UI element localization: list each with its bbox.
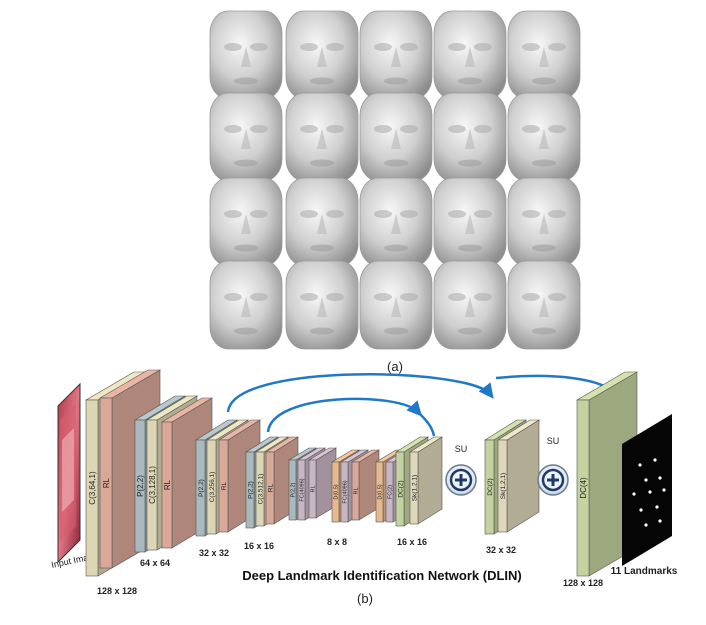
layer-label: Sk(1,2,1) — [411, 475, 418, 501]
layer-label: FC(4096) — [299, 478, 305, 501]
face-render — [433, 92, 507, 182]
resolution-label-3: 32 x 32 — [199, 548, 229, 558]
face-render — [359, 10, 433, 100]
layer-label: D(0.5) — [333, 484, 339, 499]
face-render — [209, 10, 283, 100]
layer-label: Sk(1,2,1) — [500, 473, 507, 499]
face-render — [285, 10, 359, 100]
face-render — [285, 260, 359, 350]
face-render — [507, 177, 581, 267]
layer-label: RL — [102, 477, 111, 488]
layer-label: D(0.5) — [377, 484, 383, 499]
layer-label: C(3,128,1) — [148, 466, 157, 504]
layer-label: P(2,2) — [247, 481, 254, 499]
face-grid — [209, 10, 581, 350]
skip-arrow-inner-tail — [417, 411, 436, 437]
layer-label: RL — [267, 483, 274, 492]
face-render — [433, 260, 507, 350]
face-render — [285, 177, 359, 267]
su-label-1: SU — [455, 444, 468, 454]
su-label-2: SU — [547, 436, 560, 446]
skip-arrow-inner — [266, 397, 423, 433]
face-render — [507, 260, 581, 350]
resolution-label-1: 128 x 128 — [97, 586, 137, 596]
su-unit-1 — [445, 464, 477, 496]
layer-label: P(2,2) — [136, 475, 145, 497]
network-title: Deep Landmark Identification Network (DL… — [242, 568, 522, 583]
face-render — [359, 177, 433, 267]
face-render — [359, 92, 433, 182]
layer-label: FC(2) — [387, 485, 393, 499]
face-render — [209, 177, 283, 267]
resolution-label-4: 16 x 16 — [244, 541, 274, 551]
layer-label: RL — [310, 485, 316, 492]
panel-a-label: (a) — [387, 359, 403, 374]
layer-label: C(3,512,1) — [257, 474, 264, 505]
resolution-label-2: 64 x 64 — [140, 558, 170, 568]
layer-label: P(2,2) — [290, 482, 296, 497]
face-render — [209, 260, 283, 350]
network-layer: Sk(1,2,1) — [408, 436, 444, 525]
face-render — [433, 10, 507, 100]
layer-label: C(3,64,1) — [88, 471, 97, 505]
layer-label: RL — [163, 479, 172, 490]
face-render — [285, 92, 359, 182]
layer-label: RL — [353, 487, 359, 494]
face-render — [507, 92, 581, 182]
layer-label: DC(2) — [487, 478, 494, 495]
skip-arrow-outer — [226, 373, 494, 413]
layer-label: RL — [221, 481, 228, 490]
output-label: 11 Landmarks — [611, 566, 678, 577]
face-render — [507, 10, 581, 100]
face-render — [209, 92, 283, 182]
resolution-label-6: 16 x 16 — [397, 537, 427, 547]
su-unit-2 — [537, 464, 569, 496]
input-image — [57, 382, 81, 564]
layer-label: P(2,2) — [198, 479, 205, 497]
layer-label: C(3,256,1) — [209, 472, 216, 503]
output-landmarks — [622, 414, 672, 566]
resolution-label-5: 8 x 8 — [327, 537, 347, 547]
face-render — [359, 260, 433, 350]
layer-label: DC(2) — [397, 480, 404, 497]
resolution-label-8: 128 x 128 — [563, 578, 603, 588]
resolution-label-7: 32 x 32 — [486, 545, 516, 555]
network-layer: Sk(1,2,1) — [496, 419, 541, 533]
layer-label: FC(4096) — [342, 480, 348, 503]
network-layer: RL — [350, 449, 381, 521]
face-render — [433, 177, 507, 267]
panel-b-label: (b) — [357, 591, 373, 606]
layer-label: DC(4) — [579, 477, 588, 499]
